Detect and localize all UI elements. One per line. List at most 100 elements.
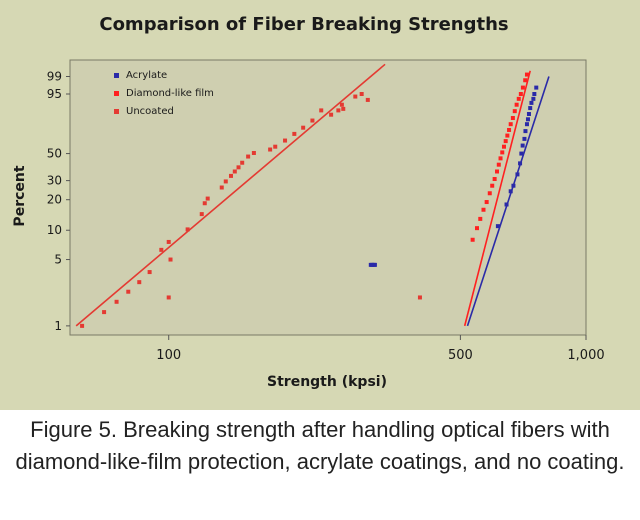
data-point-diamond-like-film [514, 102, 519, 107]
legend-label: Acrylate [126, 70, 167, 81]
data-point-acrylate [523, 129, 528, 134]
data-point-uncoated [353, 94, 358, 99]
x-axis-ticks: 100 500 1,000 [156, 335, 605, 363]
data-point-uncoated [205, 196, 210, 201]
data-point-uncoated [359, 92, 364, 97]
legend-marker [114, 109, 119, 114]
data-point-uncoated [251, 150, 256, 155]
data-point-uncoated [166, 239, 171, 244]
x-tick-label: 500 [448, 348, 473, 363]
chart-area: Comparison of Fiber Breaking Strengths 1… [12, 14, 605, 390]
y-tick-label: 1 [54, 319, 62, 333]
y-tick-label: 99 [47, 70, 62, 84]
data-point-diamond-like-film [470, 237, 475, 242]
data-point-acrylate [511, 183, 516, 188]
data-point-diamond-like-film [498, 156, 503, 161]
y-tick-label: 50 [47, 147, 62, 161]
data-point-diamond-like-film [492, 177, 497, 182]
data-point-diamond-like-film [500, 150, 505, 155]
chart-title: Comparison of Fiber Breaking Strengths [99, 14, 508, 35]
legend-marker [114, 73, 119, 78]
plot-frame [69, 59, 587, 336]
legend-label: Diamond-like film [126, 88, 214, 99]
data-point-uncoated [199, 212, 204, 217]
data-point-diamond-like-film [495, 169, 500, 174]
data-point-uncoated [185, 227, 190, 232]
data-point-acrylate [518, 161, 523, 166]
data-point-acrylate [534, 85, 539, 90]
data-point-diamond-like-film [524, 72, 529, 77]
legend-marker [114, 91, 119, 96]
data-point-diamond-like-film [484, 200, 489, 205]
data-point-uncoated [202, 201, 207, 206]
x-tick-label: 100 [156, 348, 181, 363]
data-point-acrylate [525, 117, 530, 122]
data-point-uncoated [159, 247, 164, 252]
legend: Acrylate Diamond-like film Uncoated [114, 70, 214, 117]
data-point-acrylate [495, 224, 500, 229]
data-point-uncoated [292, 131, 297, 136]
data-point-uncoated [341, 106, 346, 111]
y-axis-label: Percent [12, 165, 28, 226]
data-point-diamond-like-film [503, 139, 508, 144]
data-point-uncoated [80, 323, 85, 328]
data-point-diamond-like-film [505, 133, 510, 138]
data-points [80, 72, 539, 328]
data-point-uncoated [223, 179, 228, 184]
data-point-uncoated [114, 299, 119, 304]
data-point-acrylate [526, 112, 531, 117]
data-point-uncoated [232, 169, 237, 174]
data-point-acrylate [532, 92, 537, 97]
data-point-diamond-like-film [520, 85, 525, 90]
data-point-uncoated [102, 310, 107, 315]
fit-line-diamond-like-film [463, 70, 531, 327]
data-point-uncoated [166, 295, 171, 300]
y-tick-label: 30 [47, 174, 62, 188]
data-point-uncoated [268, 147, 273, 152]
data-point-uncoated [228, 173, 233, 178]
data-point-uncoated [168, 257, 173, 262]
data-point-uncoated [301, 125, 306, 130]
data-point-acrylate [504, 202, 509, 207]
data-point-diamond-like-film [510, 116, 515, 121]
data-point-uncoated [240, 160, 245, 165]
data-point-acrylate [508, 189, 513, 194]
y-tick-label: 10 [47, 223, 62, 237]
data-point-uncoated [273, 144, 278, 149]
fit-lines [75, 63, 550, 327]
data-point-diamond-like-film [507, 127, 512, 132]
data-point-uncoated [310, 118, 315, 123]
data-point-diamond-like-film [474, 226, 479, 231]
data-point-diamond-like-film [508, 122, 513, 127]
data-point-acrylate [531, 96, 536, 101]
data-point-acrylate [515, 172, 520, 177]
data-point-diamond-like-film [518, 92, 523, 97]
data-point-acrylate [522, 136, 527, 141]
data-point-uncoated [137, 280, 142, 285]
x-tick-label: 1,000 [567, 348, 604, 363]
data-point-uncoated [219, 185, 224, 190]
data-point-uncoated [329, 112, 334, 117]
data-point-uncoated [246, 154, 251, 159]
figure-caption: Figure 5. Breaking strength after handli… [0, 410, 640, 520]
data-point-diamond-like-film [501, 144, 506, 149]
data-point-diamond-like-film [478, 216, 483, 221]
data-point-acrylate [529, 100, 534, 105]
data-point-uncoated [365, 97, 370, 102]
data-point-acrylate [372, 262, 377, 267]
data-point-uncoated [319, 108, 324, 113]
data-point-diamond-like-film [516, 96, 521, 101]
data-point-acrylate [524, 122, 529, 127]
fit-line-uncoated [75, 63, 386, 327]
data-point-diamond-like-film [481, 207, 486, 212]
legend-label: Uncoated [126, 106, 174, 117]
data-point-diamond-like-film [512, 109, 517, 114]
data-point-acrylate [520, 143, 525, 148]
data-point-diamond-like-film [523, 78, 528, 83]
data-point-uncoated [339, 102, 344, 107]
y-tick-label: 5 [54, 253, 62, 267]
data-point-diamond-like-film [490, 183, 495, 188]
data-point-acrylate [519, 151, 524, 156]
data-point-uncoated [147, 270, 152, 275]
data-point-uncoated [336, 108, 341, 113]
